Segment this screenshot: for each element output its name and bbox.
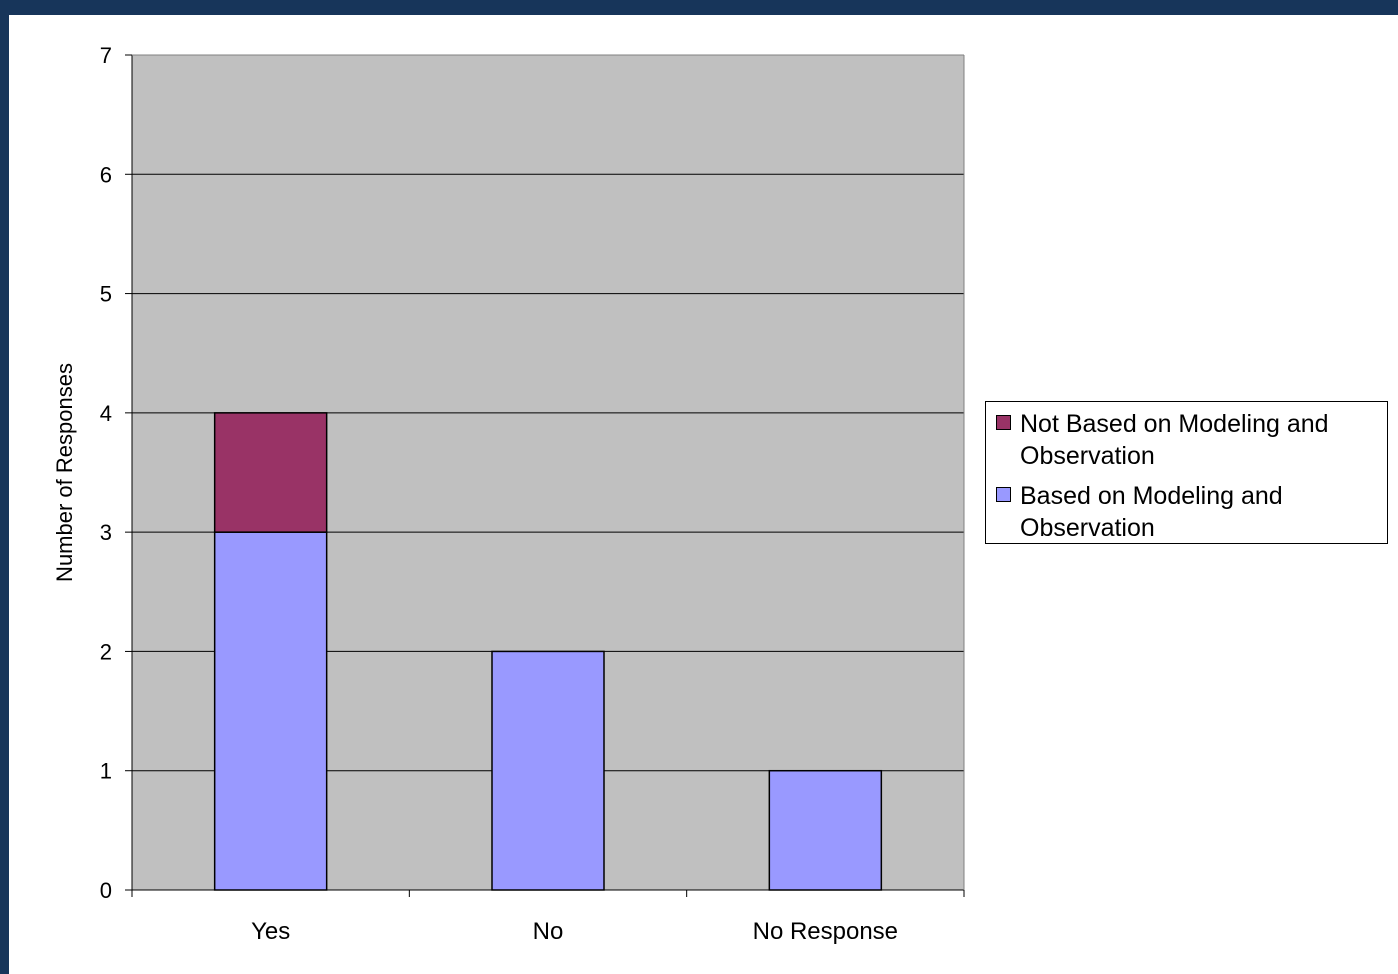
x-tick-labels: Yes No No Response: [251, 918, 898, 945]
bars: [213, 412, 883, 891]
legend-swatch: [996, 415, 1011, 430]
bar-no-response-series-0: [768, 769, 883, 891]
legend-label: Not Based on Modeling and Observation: [1020, 410, 1329, 470]
y-tick-labels: 0 1 2 3 4 5 6 7: [100, 43, 112, 903]
y-tick-label: 3: [100, 520, 112, 545]
y-tick-label: 5: [100, 282, 112, 307]
y-axis-title: Number of Responses: [52, 363, 77, 582]
y-tick-label: 6: [100, 162, 112, 187]
legend-item-not-based: Not Based on Modeling and Observation: [996, 408, 1379, 472]
x-tick-label: Yes: [251, 918, 290, 945]
y-tick-label: 2: [100, 639, 112, 664]
x-tick-label: No: [533, 918, 564, 945]
legend-swatch: [996, 487, 1011, 502]
legend-label: Based on Modeling and Observation: [1020, 482, 1283, 542]
y-tick-label: 7: [100, 43, 112, 68]
y-tick-label: 1: [100, 759, 112, 784]
y-tick-label: 4: [100, 401, 112, 426]
bar-no-series-0: [491, 650, 605, 891]
legend-item-based: Based on Modeling and Observation: [996, 480, 1379, 544]
x-tick-label: No Response: [753, 918, 898, 945]
bar-yes-series-0: [213, 531, 328, 891]
bar-yes-series-1: [213, 412, 328, 533]
legend: Not Based on Modeling and Observation Ba…: [985, 401, 1388, 544]
axes: [125, 54, 965, 897]
y-tick-label: 0: [100, 878, 112, 903]
